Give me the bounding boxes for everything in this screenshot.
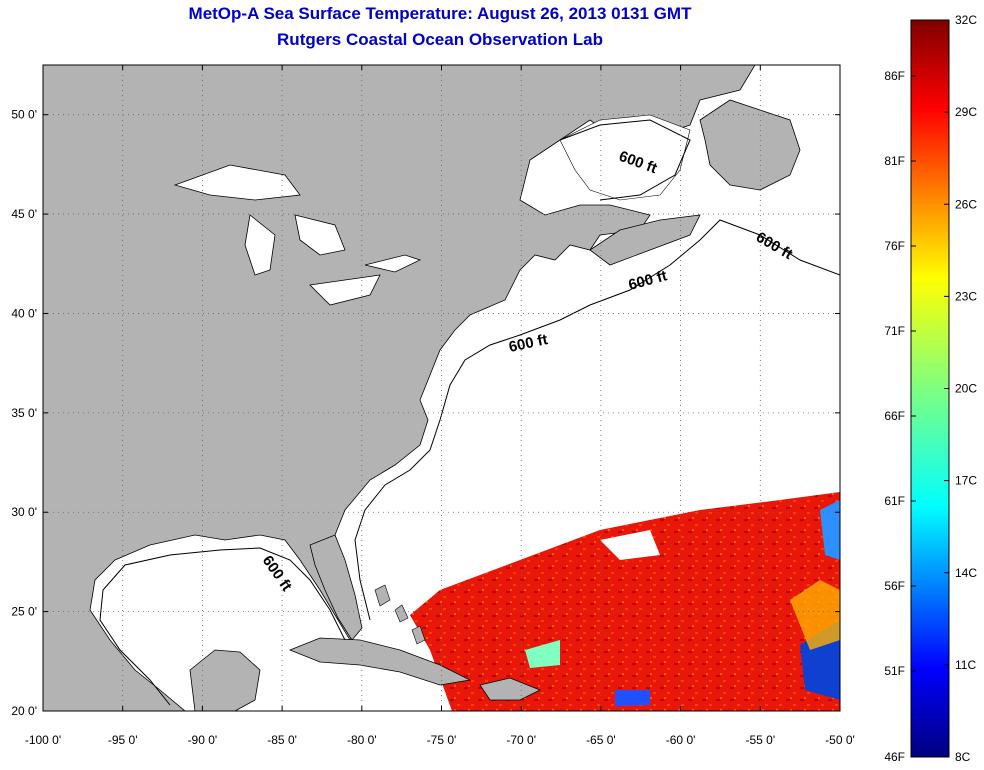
colorbar-label-f: 81F xyxy=(884,154,905,168)
tick-label-lat: 20 0' xyxy=(11,704,37,718)
colorbar-label-c: 20C xyxy=(955,382,977,396)
tick-label-lon: -75 0' xyxy=(427,733,457,747)
colorbar-label-c: 8C xyxy=(955,750,971,764)
isobath-600ft-stlawrence xyxy=(559,119,691,201)
cool-patch-northeast xyxy=(820,500,840,560)
tick-label-lon: -90 0' xyxy=(188,733,218,747)
tick-label-lon: -85 0' xyxy=(267,733,297,747)
colorbar-label-c: 23C xyxy=(955,289,977,303)
colorbar-label-c: 29C xyxy=(955,105,977,119)
colorbar-label-f: 76F xyxy=(884,239,905,253)
warm-yellow-patch xyxy=(790,580,840,650)
map-title: MetOp-A Sea Surface Temperature: August … xyxy=(188,4,692,23)
tick-label-lon: -95 0' xyxy=(108,733,138,747)
colorbar-label-c: 14C xyxy=(955,566,977,580)
tick-label-lon: -55 0' xyxy=(745,733,775,747)
colorbar-label-f: 56F xyxy=(884,579,905,593)
tick-label-lat: 30 0' xyxy=(11,505,37,519)
sst-swath xyxy=(410,492,840,711)
tick-label-lat: 40 0' xyxy=(11,306,37,320)
yucatan-land xyxy=(189,649,261,711)
isobath-600ft xyxy=(354,219,840,621)
cool-patch-south xyxy=(615,690,650,706)
gulf-st-lawrence xyxy=(559,114,691,201)
colorbar-label-f: 46F xyxy=(884,750,905,764)
tick-label-lon: -80 0' xyxy=(347,733,377,747)
tick-label-lat: 35 0' xyxy=(11,406,37,420)
map-subtitle: Rutgers Coastal Ocean Observation Lab xyxy=(277,30,603,49)
colorbar-label-f: 86F xyxy=(884,69,905,83)
colorbar-label-f: 66F xyxy=(884,409,905,423)
nova-scotia-land xyxy=(589,214,701,266)
colorbar-label-f: 71F xyxy=(884,324,905,338)
cuba-land xyxy=(288,637,472,686)
tick-label-lon: -50 0' xyxy=(825,733,855,747)
colorbar-labels: 32C 29C 26C 23C 20C 17C 14C 11C 8C 86F 81F 76F 71F 66… xyxy=(884,13,977,764)
isobath-600ft-gulf xyxy=(99,547,346,706)
great-lakes xyxy=(173,164,422,306)
colorbar xyxy=(910,19,950,758)
florida-peninsula xyxy=(309,534,363,641)
colorbar-label-c: 32C xyxy=(955,13,977,27)
colorbar-label-c: 11C xyxy=(955,658,976,672)
tick-label-lat: 25 0' xyxy=(11,605,37,619)
tick-label-lon: -70 0' xyxy=(506,733,536,747)
bahamas-islands xyxy=(374,584,426,645)
tick-label-lon: -65 0' xyxy=(586,733,616,747)
colorbar-label-f: 61F xyxy=(884,494,905,508)
tick-label-lon: -60 0' xyxy=(666,733,696,747)
axis-ticks: -100 0' -95 0' -90 0' -85 0' -80 0' -75 0' -70… xyxy=(11,65,855,747)
colorbar-label-c: 26C xyxy=(955,197,977,211)
cloud-gap xyxy=(600,530,660,560)
colorbar-label-f: 51F xyxy=(884,664,905,678)
newfoundland-land xyxy=(699,99,801,191)
cool-patch-central xyxy=(525,640,560,668)
tick-label-lat: 45 0' xyxy=(11,207,37,221)
hispaniola-land xyxy=(479,677,541,701)
tick-label-lon: -100 0' xyxy=(25,733,61,747)
colorbar-label-c: 17C xyxy=(955,474,977,488)
north-america-land xyxy=(43,65,756,711)
tick-label-lat: 50 0' xyxy=(11,108,37,122)
